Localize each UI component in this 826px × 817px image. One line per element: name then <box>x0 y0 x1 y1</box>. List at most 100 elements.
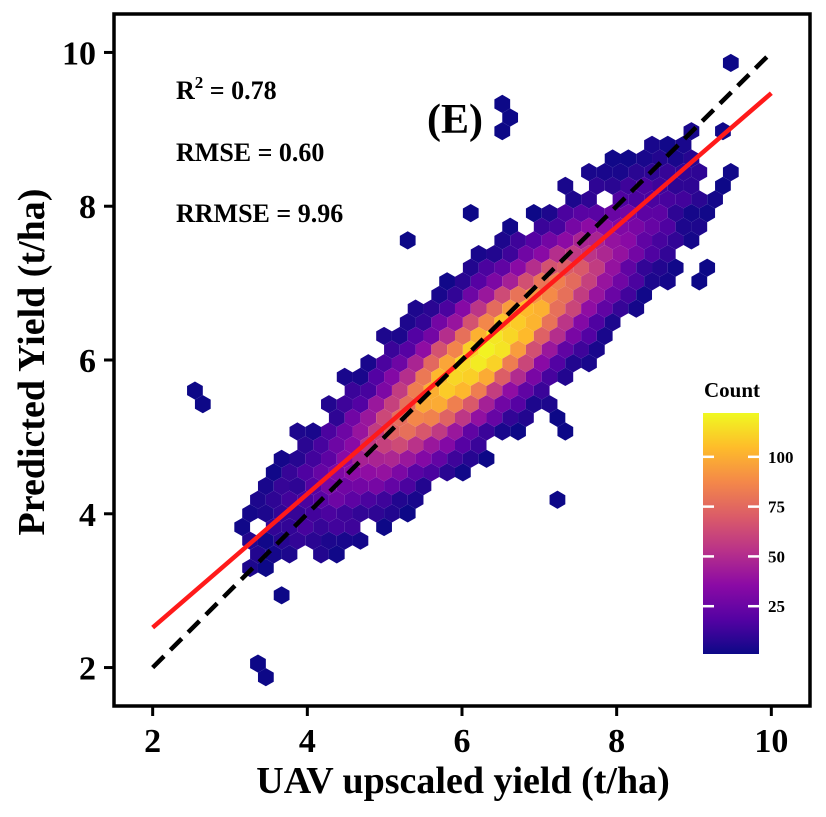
hex-cell <box>281 545 298 564</box>
hex-cell <box>494 94 511 113</box>
hex-cell <box>502 381 519 400</box>
colorbar-gradient <box>703 413 759 654</box>
hex-cell <box>423 408 440 427</box>
hex-cell <box>305 531 322 550</box>
hex-cell <box>439 326 455 346</box>
hex-cell <box>470 299 487 318</box>
hex-cell <box>667 258 684 277</box>
hex-cell <box>628 272 645 291</box>
hex-cell <box>588 204 605 223</box>
hex-cell <box>525 340 542 359</box>
hex-cell <box>384 340 400 359</box>
hex-cell <box>454 299 471 318</box>
hex-cell <box>518 354 534 373</box>
hex-cell <box>360 463 377 482</box>
hex-cell <box>628 217 645 236</box>
hex-cell <box>470 354 487 373</box>
hex-cell <box>454 463 471 482</box>
hex-cell <box>510 258 526 277</box>
hex-cell <box>187 381 203 400</box>
hex-cell <box>533 244 550 264</box>
hex-cell <box>565 217 582 236</box>
hex-cell <box>431 449 448 468</box>
hex-cell <box>494 395 511 414</box>
hex-cell <box>289 477 306 496</box>
hex-cell <box>352 504 369 523</box>
hex-cell <box>399 231 416 250</box>
hex-cell <box>478 258 495 277</box>
x-axis-ticks: 2 4 6 8 10 <box>144 706 788 760</box>
hex-cell <box>541 340 558 359</box>
x-axis-title: UAV upscaled yield (t/ha) <box>256 760 670 802</box>
hex-cell <box>510 285 526 305</box>
hex-cell <box>612 244 629 264</box>
hex-cell <box>423 299 440 318</box>
hex-cell <box>407 436 424 455</box>
hex-cell <box>715 176 731 195</box>
hex-cell <box>336 504 353 523</box>
hex-cell <box>321 449 337 468</box>
hex-cell <box>447 285 463 305</box>
hex-cell <box>336 367 353 386</box>
hex-cell <box>257 668 274 687</box>
hex-cell <box>454 326 471 346</box>
hex-cell <box>407 299 424 318</box>
hex-cell <box>360 408 377 427</box>
hex-cell <box>541 395 558 414</box>
hex-cell <box>675 217 692 236</box>
hex-cell <box>313 545 329 564</box>
hex-cell <box>344 381 361 400</box>
hex-cell <box>604 149 621 168</box>
hex-cell <box>415 422 432 441</box>
hex-cell <box>368 449 385 468</box>
hexbin-layer <box>187 53 739 687</box>
hex-cell <box>336 395 353 414</box>
hex-cell <box>486 354 503 373</box>
hex-cell <box>557 285 574 305</box>
hex-cell <box>620 258 637 277</box>
hex-cell <box>557 176 574 195</box>
hex-cell <box>636 258 653 277</box>
hex-cell <box>250 654 266 673</box>
hex-cell <box>541 231 558 250</box>
hex-cell <box>328 436 345 455</box>
hex-cell <box>328 545 345 564</box>
hex-cell <box>376 436 392 455</box>
hex-cell <box>321 422 337 441</box>
hex-cell <box>454 381 471 400</box>
y-tick-label: 6 <box>79 343 96 380</box>
hex-cell <box>581 299 597 318</box>
hex-cell <box>478 313 495 332</box>
colorbar-title: Count <box>704 378 760 402</box>
hex-cell <box>644 135 660 154</box>
hex-cell <box>470 381 487 400</box>
hex-cell <box>297 436 314 455</box>
hex-cell <box>462 204 479 223</box>
hex-cell <box>336 531 353 550</box>
hex-cell <box>494 122 511 141</box>
hex-cell <box>549 326 566 346</box>
hex-cell <box>470 272 487 291</box>
hex-cell <box>691 190 708 209</box>
hex-cell <box>604 176 621 195</box>
hex-cell <box>518 272 534 291</box>
hex-cell <box>447 340 463 359</box>
hex-cell <box>683 176 700 195</box>
hex-cell <box>281 463 298 482</box>
hex-cell <box>691 217 708 236</box>
hex-cell <box>462 449 479 468</box>
hex-cell <box>439 463 455 482</box>
hex-cell <box>265 490 282 509</box>
hex-cell <box>573 204 589 223</box>
x-tick-label: 10 <box>754 723 788 760</box>
hex-cell <box>265 545 282 564</box>
hex-cell <box>683 204 700 223</box>
hex-cell <box>431 285 448 305</box>
hex-cell <box>344 408 361 427</box>
hex-cell <box>391 436 408 455</box>
hex-cell <box>462 395 479 414</box>
r2-superscript: 2 <box>195 73 204 92</box>
hex-cell <box>439 408 455 427</box>
hex-cell <box>399 422 416 441</box>
hex-cell <box>431 395 448 414</box>
